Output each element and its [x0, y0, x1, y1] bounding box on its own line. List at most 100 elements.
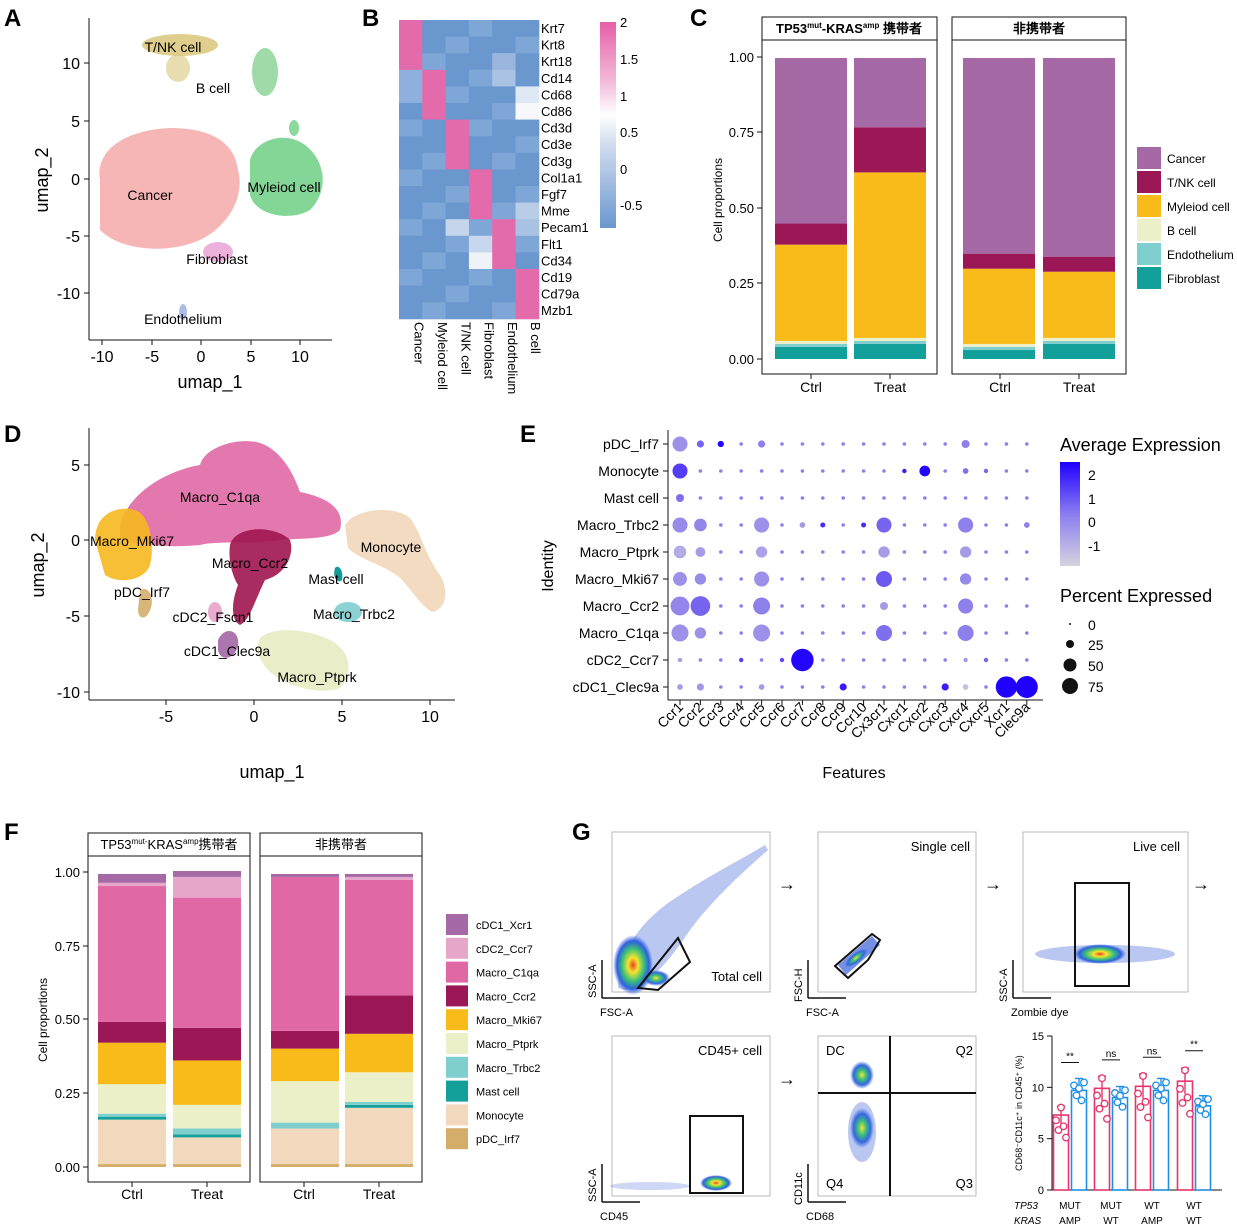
e-dot [923, 496, 927, 500]
e-identity-labels: pDC_Irf7 Monocyte Mast cell Macro_Trbc2 Macr… [573, 436, 668, 695]
e-dot [719, 658, 723, 662]
g-cat-kras: WT [1103, 1216, 1119, 1227]
e-dot [759, 658, 764, 662]
g-bar-categories: MUT AMP MUT WT WT AMP WT WT [1059, 1201, 1202, 1227]
g-cat-kras: WT [1186, 1216, 1202, 1227]
flow-title-2: Single cell [911, 839, 970, 854]
heatmap-cell [515, 36, 540, 54]
flow-hotspot-5b [850, 1108, 874, 1148]
c-bar-segment [854, 172, 926, 338]
g-bar-ytick-label: 5 [1038, 1134, 1044, 1146]
f-bar-segment [271, 1164, 339, 1167]
e-dot [875, 570, 893, 588]
g-sig-label: ** [1190, 1040, 1198, 1051]
colorbar-tick: 0.5 [620, 125, 638, 140]
e-dot [780, 442, 784, 446]
e-dot [698, 496, 703, 500]
f-legend-label: Macro_Trbc2 [476, 1063, 540, 1075]
e-dot [759, 496, 764, 500]
heatmap-gene-label: Cd68 [541, 87, 572, 102]
e-pct-label: 0 [1088, 617, 1096, 633]
a-xtick-label: 0 [197, 349, 206, 366]
heatmap-cell [422, 219, 447, 237]
heatmap-cell [468, 302, 493, 320]
panel-d-umap: -5 0 5 10 50-5-10 umap_1 umap_2 Macro_C1qa … [28, 428, 455, 783]
heatmap-cell [399, 152, 423, 170]
e-dot [861, 658, 866, 662]
e-dot [958, 598, 974, 614]
flow-xlabel-3: Zombie dye [1011, 1007, 1068, 1019]
heatmap-cell [422, 136, 447, 154]
panel-e-dotplot: pDC_Irf7 Monocyte Mast cell Macro_Trbc2 Macr… [540, 430, 1221, 782]
label-fibroblast: Fibroblast [186, 251, 248, 267]
heatmap-gene-label: Mme [541, 204, 570, 219]
d-xtick-label: 0 [250, 709, 259, 726]
e-dot [961, 439, 970, 449]
heatmap-cell [468, 103, 493, 121]
f-bar-segment [271, 1122, 339, 1129]
heatmap-cell [492, 36, 516, 54]
e-dot [861, 442, 866, 446]
e-pct-dot [1069, 623, 1071, 625]
heatmap-cell [468, 69, 493, 87]
c-facet-frame-2 [951, 39, 1127, 375]
g-bar-ylabel: CD68⁻CD11c⁺ in CD45⁺ (%) [1014, 1055, 1024, 1171]
e-dot [902, 468, 907, 474]
f-bar-segment [345, 995, 413, 1034]
e-dot [739, 496, 743, 500]
e-dot [984, 550, 988, 554]
heatmap-cell [445, 252, 470, 270]
heatmap-cell [515, 269, 540, 287]
e-dot [984, 523, 988, 527]
umap-a-clusters [99, 34, 323, 320]
flow-axes-2 [807, 960, 846, 999]
c-bar-segment [1043, 271, 1115, 338]
e-dot [696, 683, 704, 691]
e-dot [1004, 577, 1009, 581]
f-legend-label: pDC_Irf7 [476, 1134, 520, 1146]
e-dot [1004, 523, 1009, 527]
e-dot [694, 518, 707, 532]
e-dot [672, 463, 688, 479]
e-dot [800, 496, 805, 500]
heatmap-cell [515, 20, 540, 38]
c-bar-segment [1043, 343, 1115, 359]
e-dot [695, 547, 706, 557]
c-legend-label: T/NK cell [1167, 176, 1216, 190]
c-bar-segment [1043, 337, 1115, 341]
e-dot [753, 597, 771, 615]
label-cdc2: cDC2_Fscn1 [173, 609, 254, 625]
g-cat-tp53: MUT [1059, 1201, 1081, 1212]
f-bar-segment [173, 871, 241, 877]
c-bar-segment [963, 349, 1035, 359]
f-bar-segment [98, 1042, 166, 1085]
e-dot [919, 465, 931, 477]
e-dot [694, 573, 707, 585]
e-avg-tick: 2 [1088, 467, 1096, 483]
g-point [1093, 1091, 1101, 1100]
e-dot [1004, 469, 1009, 473]
cluster-pdc [138, 589, 152, 618]
e-dot [719, 523, 723, 527]
heatmap-cell [422, 235, 447, 253]
e-dot [861, 550, 866, 554]
e-dot [902, 496, 907, 500]
e-dot [984, 631, 988, 635]
heatmap-gene-label: Cd3e [541, 137, 572, 152]
heatmap-cell [515, 86, 540, 104]
e-dot [839, 683, 847, 691]
e-dot [902, 523, 907, 527]
e-pct-label: 50 [1088, 658, 1104, 674]
cluster-fibroblast [203, 242, 233, 262]
f-bar-segment [345, 876, 413, 880]
axis-a-ylabel: umap_2 [32, 147, 53, 212]
f-ytick-label: 0.25 [55, 1086, 80, 1101]
f-bar-segment [345, 1107, 413, 1165]
e-dot [984, 496, 988, 500]
flow-cloud-1 [618, 845, 768, 990]
e-dot [780, 685, 784, 689]
g-point [1201, 1110, 1210, 1119]
heatmap-cell [422, 252, 447, 270]
e-dot [780, 523, 784, 527]
flow-hotspot-4 [700, 1175, 732, 1191]
